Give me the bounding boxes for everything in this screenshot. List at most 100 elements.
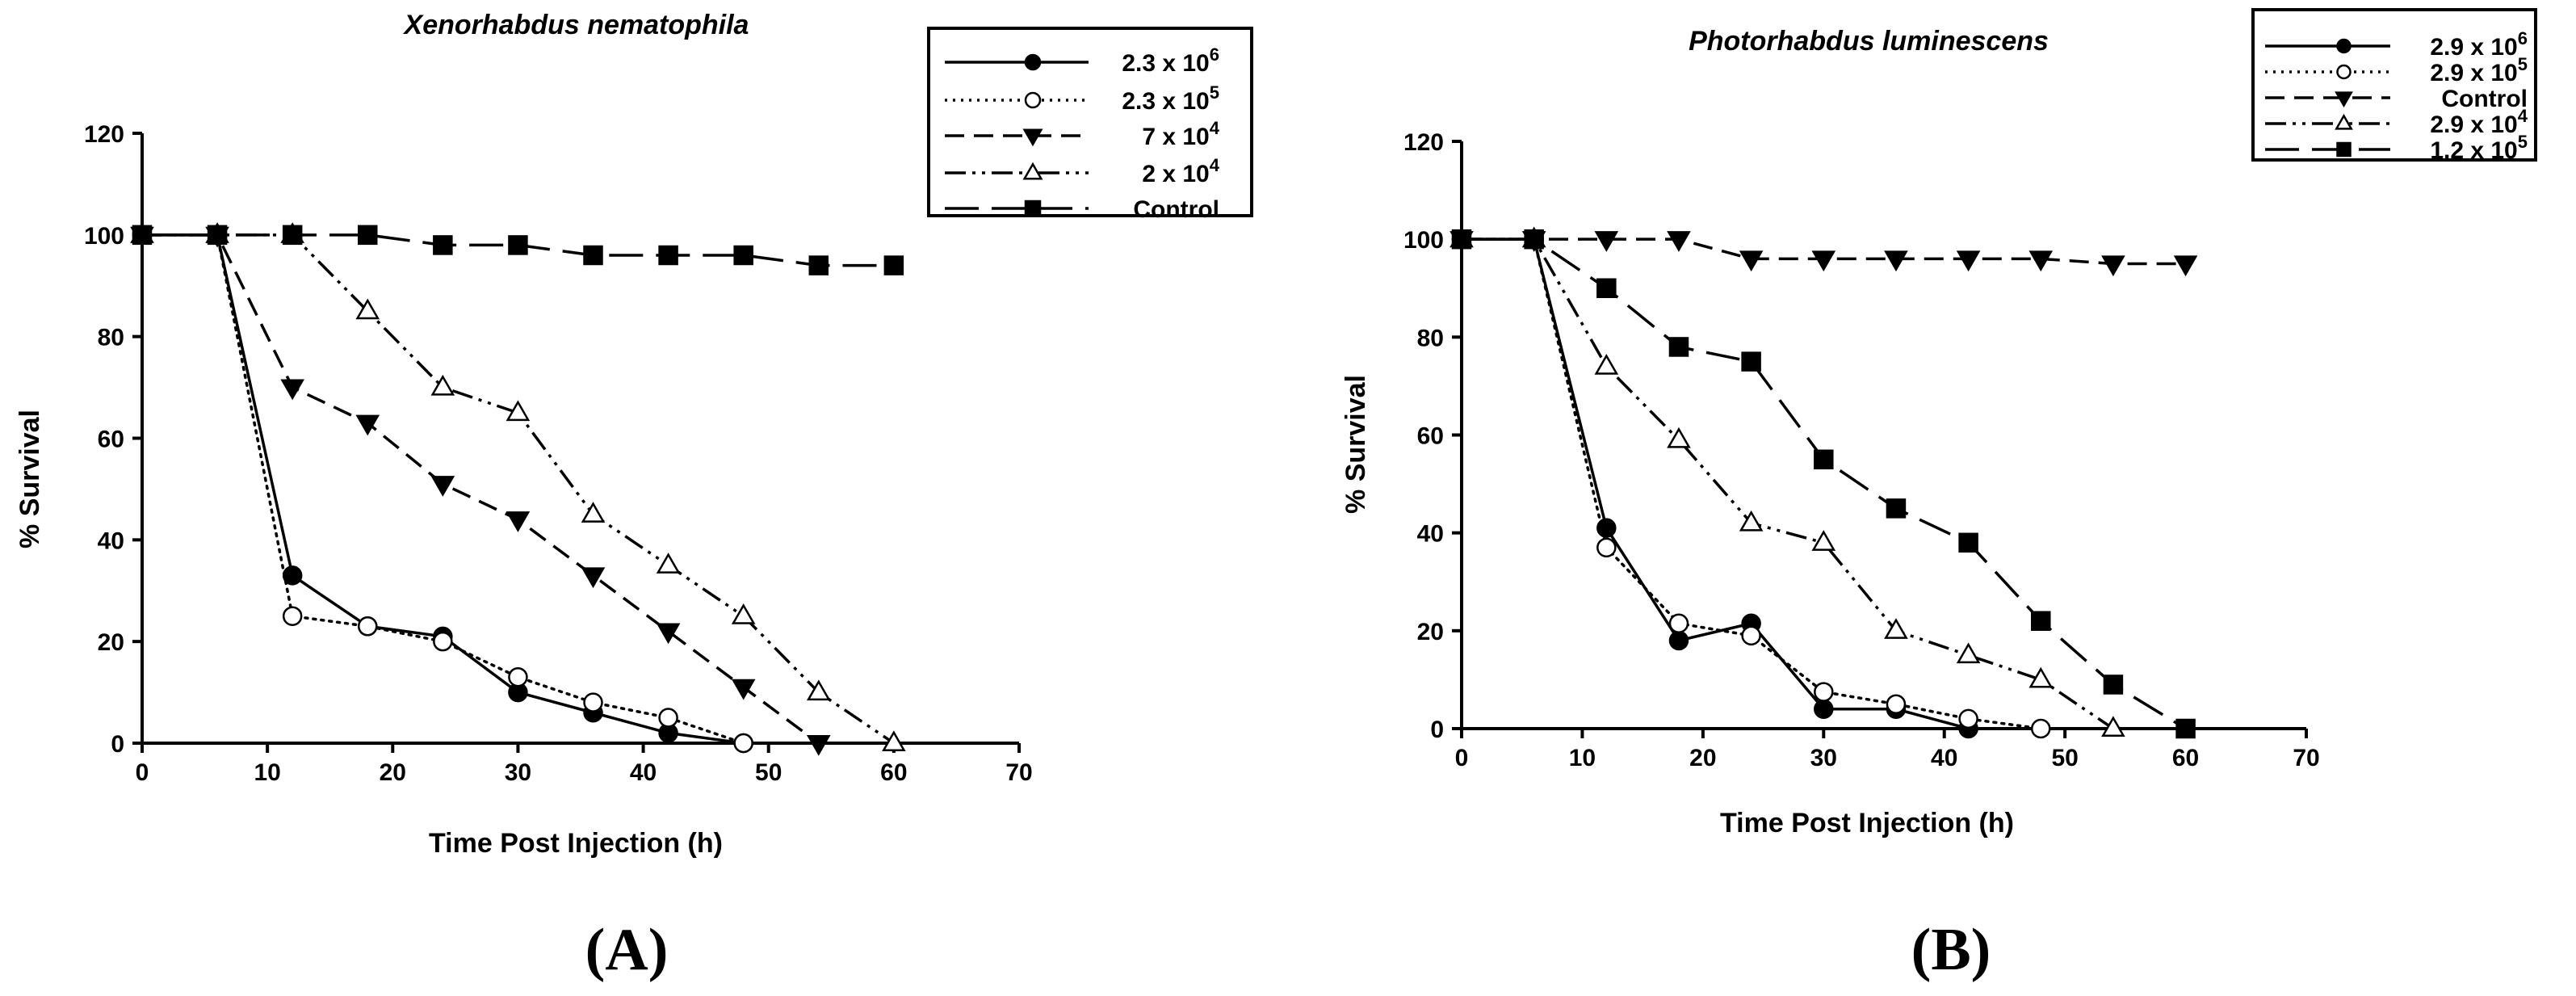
data-point-b-2	[1956, 250, 1981, 272]
data-point-b-1	[1814, 682, 1834, 702]
x-tick-label-b: 50	[2051, 745, 2078, 771]
y-tick-label-a: 60	[98, 427, 124, 453]
data-point-a-1	[358, 616, 378, 637]
data-point-b-2	[2173, 255, 2198, 277]
series-b-4	[1451, 229, 2196, 739]
chart-panel-a: Xenorhabdus nematophila % Survival Time …	[15, 10, 1253, 983]
series-group-b	[1450, 226, 2198, 739]
data-point-a-4	[433, 235, 453, 255]
series-a-2	[130, 226, 831, 756]
legend-label-a-0: 2.3 x 106	[1122, 44, 1219, 77]
x-tick-label-b: 70	[2293, 745, 2319, 771]
legend-marker-b-0	[2336, 38, 2352, 54]
data-point-a-1	[733, 733, 753, 754]
data-point-b-2	[1594, 231, 1619, 252]
y-tick-label-b: 80	[1417, 325, 1444, 351]
legend-label-base: 7 x 10	[1142, 124, 1209, 150]
legend-label-base: 2.3 x 10	[1122, 88, 1209, 115]
data-point-a-4	[883, 255, 904, 275]
chart-panel-b: Photorhabdus luminescens % Survival Time…	[1340, 8, 2537, 983]
data-point-b-1	[1958, 708, 1978, 729]
data-point-b-2	[2101, 255, 2125, 277]
data-point-b-2	[2028, 250, 2054, 272]
data-point-a-2	[430, 476, 455, 497]
legend-marker-b-2	[2335, 91, 2353, 108]
data-point-a-3	[581, 502, 606, 523]
data-point-a-4	[358, 225, 378, 246]
legend-item-b-1: 2.9 x 105	[2265, 54, 2528, 86]
series-group-a	[130, 222, 906, 756]
ticks-b: 0 10 20 30 40 50 60 70 0 20 40 60 80 100 120	[1403, 129, 2320, 771]
series-b-3	[1450, 226, 2125, 738]
x-tick-label-b: 30	[1810, 745, 1837, 771]
data-point-b-4	[1451, 229, 1472, 250]
legend-marker-a-0	[1024, 53, 1042, 71]
x-tick-label-b: 10	[1569, 745, 1596, 771]
legend-label-exponent: 6	[2518, 28, 2528, 48]
series-line-a-3	[142, 233, 895, 745]
x-tick-label-a: 60	[880, 759, 907, 786]
data-point-b-0	[1668, 630, 1689, 651]
legend-marker-a-4	[1024, 200, 1042, 217]
legend-item-b-0: 2.9 x 106	[2265, 28, 2528, 61]
x-tick-label-b: 60	[2172, 745, 2199, 771]
y-tick-label-a: 40	[98, 527, 124, 554]
legend-label-b-0: 2.9 x 106	[2430, 28, 2528, 61]
data-point-b-4	[1668, 337, 1689, 357]
legend-marker-b-4	[2336, 141, 2352, 158]
legend-label-base: 1.2 x 10	[2430, 137, 2517, 164]
y-axis-title-b: % Survival	[1340, 375, 1371, 514]
legend-box-a	[927, 27, 1253, 217]
x-axis-title-b: Time Post Injection (h)	[1720, 808, 2014, 838]
series-a-4	[132, 225, 904, 275]
data-point-a-3	[806, 679, 831, 701]
data-point-a-2	[355, 414, 380, 436]
data-point-b-3	[1884, 618, 1908, 639]
data-point-b-1	[1668, 613, 1689, 633]
data-point-a-3	[731, 603, 756, 624]
x-tick-label-b: 20	[1689, 745, 1716, 771]
legend-label-b-3: 2.9 x 104	[2430, 106, 2528, 138]
data-point-b-3	[1956, 642, 1981, 664]
legend-item-b-4: 1.2 x 105	[2265, 132, 2528, 164]
series-b-0	[1451, 229, 1978, 739]
y-tick-label-b: 60	[1417, 423, 1444, 450]
chart-title-b: Photorhabdus luminescens	[1689, 26, 2049, 57]
legend-label-exponent: 4	[1210, 118, 1220, 138]
legend-label-base: 2 x 10	[1142, 161, 1209, 187]
series-a-3	[130, 222, 906, 752]
data-point-b-2	[1667, 231, 1691, 252]
data-point-a-3	[882, 730, 906, 752]
legend-label-b-2: Control	[2441, 86, 2528, 112]
data-point-a-3	[506, 400, 531, 422]
y-tick-label-b: 0	[1430, 717, 1444, 743]
y-tick-label-b: 40	[1417, 521, 1444, 548]
data-point-b-2	[1884, 250, 1908, 272]
data-point-a-2	[581, 567, 606, 589]
data-point-a-2	[280, 379, 304, 401]
series-line-b-0	[1462, 237, 1970, 730]
legend-label-exponent: 5	[1210, 82, 1219, 103]
legend-item-a-4: Control	[945, 196, 1219, 223]
data-point-a-3	[656, 553, 681, 574]
data-point-b-3	[1667, 427, 1691, 448]
legend-label-exponent: 4	[2518, 106, 2528, 126]
data-point-a-4	[132, 225, 153, 246]
data-point-a-4	[508, 235, 528, 255]
data-point-b-4	[1524, 229, 1544, 250]
data-point-b-1	[1596, 537, 1617, 558]
legend-item-a-1: 2.3 x 105	[945, 82, 1219, 115]
x-tick-label-b: 40	[1931, 745, 1957, 771]
legend-label-exponent: 6	[1210, 44, 1219, 65]
x-tick-label-a: 10	[254, 759, 280, 786]
data-point-b-2	[1811, 250, 1836, 272]
y-tick-label-a: 20	[98, 629, 124, 656]
data-point-a-1	[583, 692, 603, 712]
y-tick-label-b: 100	[1403, 227, 1444, 254]
legend-marker-a-3	[1022, 162, 1043, 180]
legend-label-exponent: 5	[2518, 54, 2528, 74]
data-point-a-4	[583, 245, 603, 266]
